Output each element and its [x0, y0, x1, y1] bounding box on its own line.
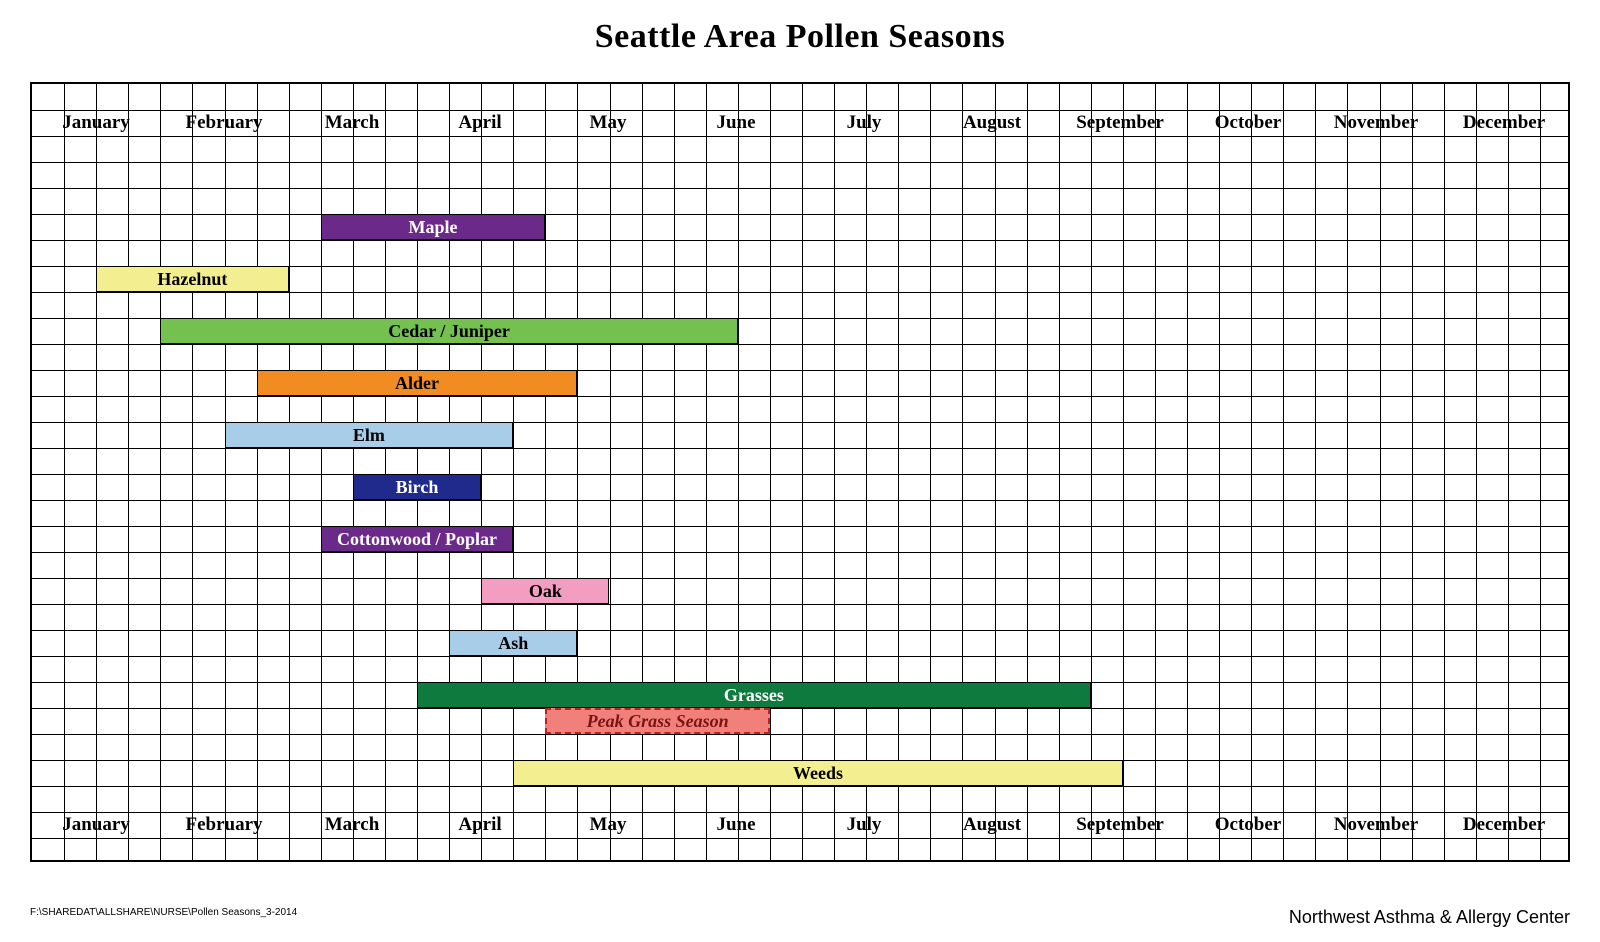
page-title: Seattle Area Pollen Seasons: [30, 18, 1570, 56]
footer-org-name: Northwest Asthma & Allergy Center: [1289, 907, 1570, 928]
gantt-bar: Grasses: [417, 682, 1091, 708]
gantt-bar: Cottonwood / Poplar: [321, 526, 514, 552]
page-footer: F:\SHAREDAT\ALLSHARE\NURSE\Pollen Season…: [30, 907, 1570, 928]
gantt-bar: Peak Grass Season: [545, 708, 770, 734]
gantt-bar: Alder: [257, 370, 578, 396]
gantt-bar: Ash: [449, 630, 577, 656]
pollen-gantt-chart: JanuaryFebruaryMarchAprilMayJuneJulyAugu…: [30, 82, 1570, 862]
footer-filepath: F:\SHAREDAT\ALLSHARE\NURSE\Pollen Season…: [30, 907, 297, 928]
gantt-bar: Birch: [353, 474, 481, 500]
gantt-bar: Maple: [321, 214, 546, 240]
gantt-bar: Elm: [225, 422, 514, 448]
gantt-bar: Weeds: [513, 760, 1123, 786]
gantt-bar: Oak: [481, 578, 609, 604]
gantt-bar: Hazelnut: [96, 266, 289, 292]
gantt-bar: Cedar / Juniper: [160, 318, 738, 344]
gantt-bars-layer: Maple Hazelnut Cedar / Juniper Alder Elm Birc…: [32, 84, 1568, 860]
